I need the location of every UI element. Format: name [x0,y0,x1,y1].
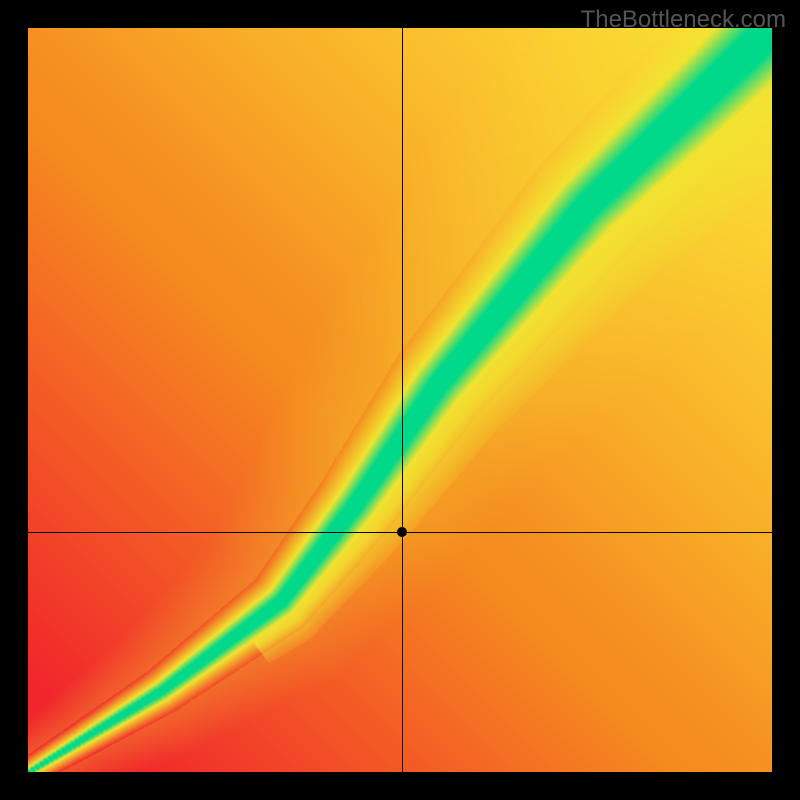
point-marker [397,527,407,537]
watermark-text: TheBottleneck.com [581,6,786,34]
crosshair-vertical [402,28,403,772]
border-bottom [0,772,800,800]
bottleneck-chart: TheBottleneck.com [0,0,800,800]
border-right [772,0,800,800]
border-left [0,0,28,800]
heatmap-canvas [0,0,800,800]
